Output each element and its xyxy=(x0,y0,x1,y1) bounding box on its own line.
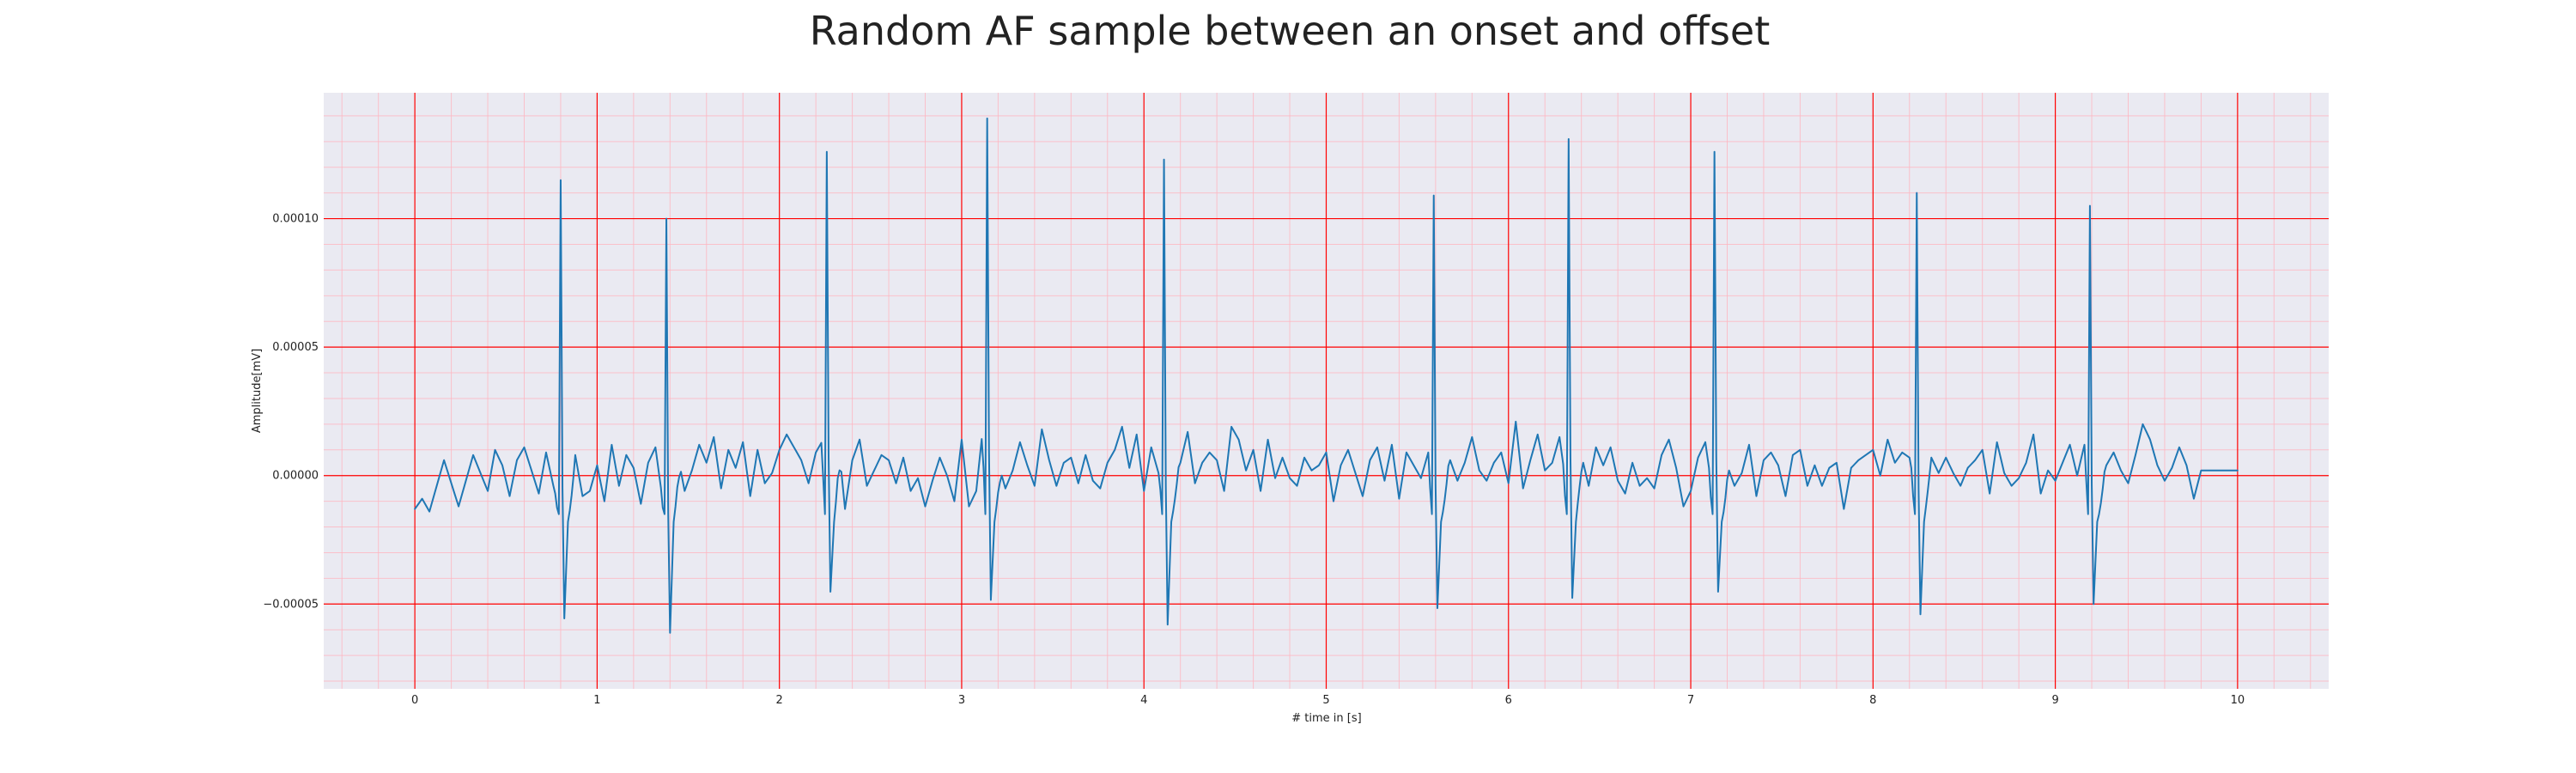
major-grid xyxy=(324,93,2329,689)
x-tick-label: 8 xyxy=(1869,694,1876,707)
y-tick-label: 0.00000 xyxy=(272,470,319,483)
y-axis-label: Amplitude[mV] xyxy=(251,349,264,433)
chart-title: Random AF sample between an onset and of… xyxy=(810,8,1771,54)
y-tick-label: −0.00005 xyxy=(263,598,319,611)
y-tick-label: 0.00010 xyxy=(272,213,319,226)
x-tick-label: 5 xyxy=(1322,694,1329,707)
x-tick-label: 4 xyxy=(1140,694,1147,707)
x-tick-label: 2 xyxy=(776,694,783,707)
signal-layer xyxy=(414,117,2239,634)
x-tick-label: 1 xyxy=(593,694,600,707)
x-tick-label: 6 xyxy=(1505,694,1512,707)
x-tick-label: 9 xyxy=(2051,694,2058,707)
signal-line xyxy=(414,117,2239,634)
x-tick-label: 0 xyxy=(411,694,418,707)
x-tick-label: 7 xyxy=(1687,694,1694,707)
y-tick-labels: −0.00005 0.00000 0.00005 0.00010 xyxy=(263,213,319,612)
x-tick-label: 3 xyxy=(958,694,965,707)
x-tick-label: 10 xyxy=(2231,694,2245,707)
x-axis-label: # time in [s] xyxy=(1291,712,1361,725)
x-tick-labels: 0 1 2 3 4 5 6 7 8 9 10 xyxy=(411,694,2245,707)
y-tick-label: 0.00005 xyxy=(272,341,319,354)
